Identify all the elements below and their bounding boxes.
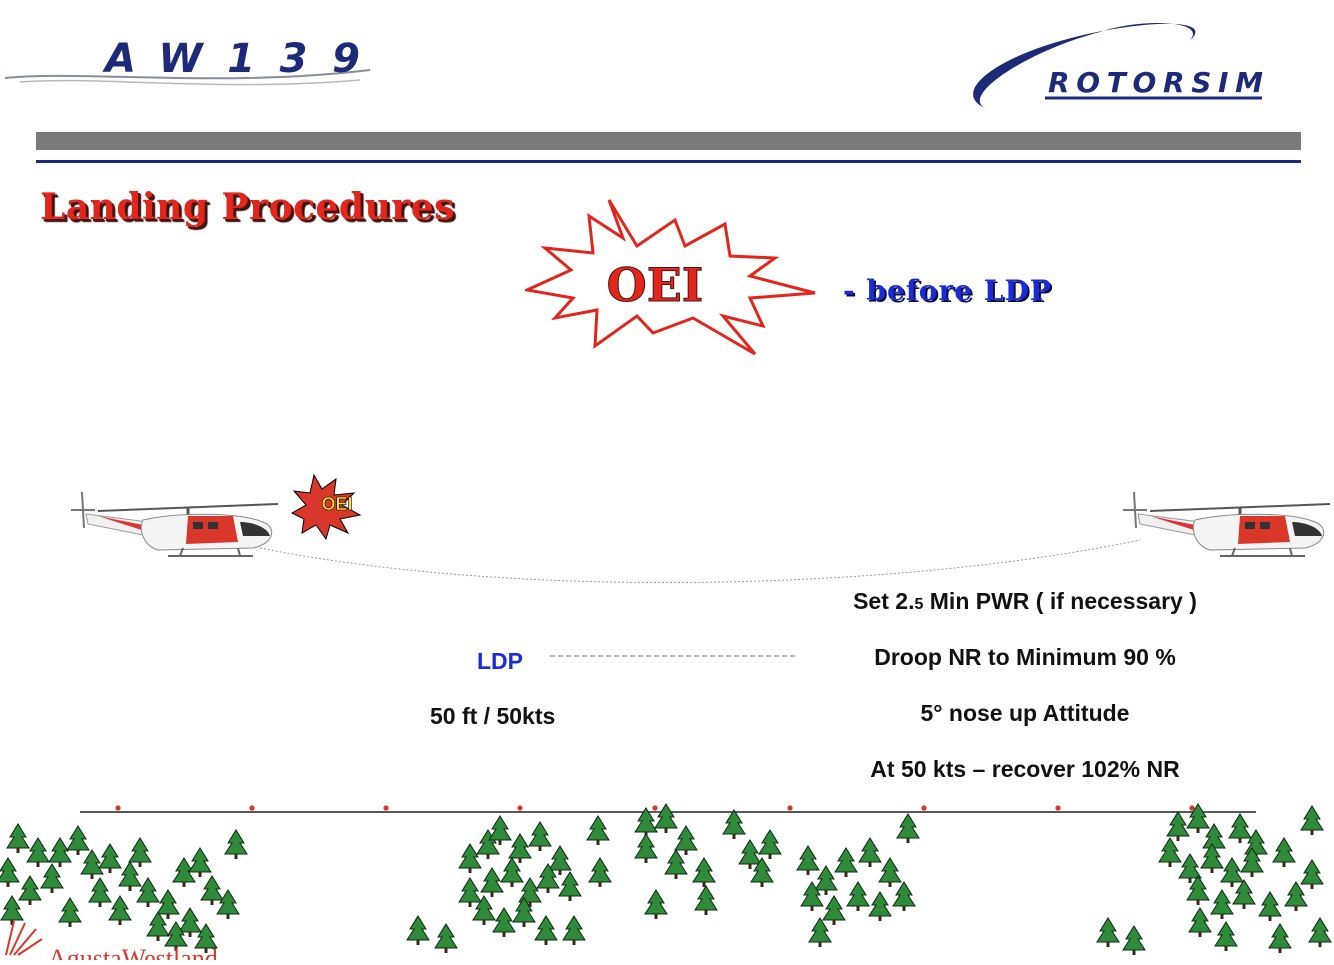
slide-title: Landing Procedures [40, 186, 455, 228]
procedure-step-1: Set 2.5 Min PWR ( if necessary ) [820, 588, 1230, 615]
explosion-burst-icon-small: OEI [290, 473, 362, 541]
ldp-label: LDP [477, 648, 523, 674]
header-divider-line [36, 160, 1301, 163]
helicopter-icon-left [69, 490, 280, 558]
before-ldp-subtitle: - before LDP [843, 274, 1052, 307]
header-grey-bar [36, 132, 1301, 150]
agustawestland-emblem-icon [5, 920, 43, 956]
procedure-step-1-decimal: 5 [914, 596, 924, 613]
tree-icon-cluster-right [1096, 803, 1332, 956]
ldp-conditions: 50 ft / 50kts [430, 703, 556, 729]
rotorsim-logo-text: ROTORSIM [1048, 66, 1263, 99]
procedure-step-1-post: Min PWR ( if necessary ) [923, 588, 1197, 614]
procedure-step-4: At 50 kts – recover 102% NR [870, 756, 1180, 782]
explosion-burst-icon [521, 199, 816, 356]
aw139-logo: AW139 [0, 30, 380, 110]
oei-badge-label: OEI [321, 494, 352, 514]
rotorsim-logo: ROTORSIM [950, 10, 1280, 120]
procedure-step-3: 5° nose up Attitude [920, 700, 1130, 726]
agustawestland-logo-text: AgustaWestland [48, 944, 218, 960]
oei-burst: OEI [521, 198, 820, 358]
procedure-step-2: Droop NR to Minimum 90 % [874, 644, 1176, 670]
procedure-step-1-pre: Set 2. [853, 588, 915, 614]
helicopter-icon-right [1121, 490, 1332, 558]
landing-scene: OEI [0, 473, 1332, 956]
agustawestland-logo: AgustaWestland [0, 915, 260, 965]
tree-icon-cluster-middle [406, 803, 920, 954]
flight-path [259, 539, 1141, 584]
oei-burst-label: OEI [607, 258, 704, 312]
runway-markers [115, 805, 1195, 811]
